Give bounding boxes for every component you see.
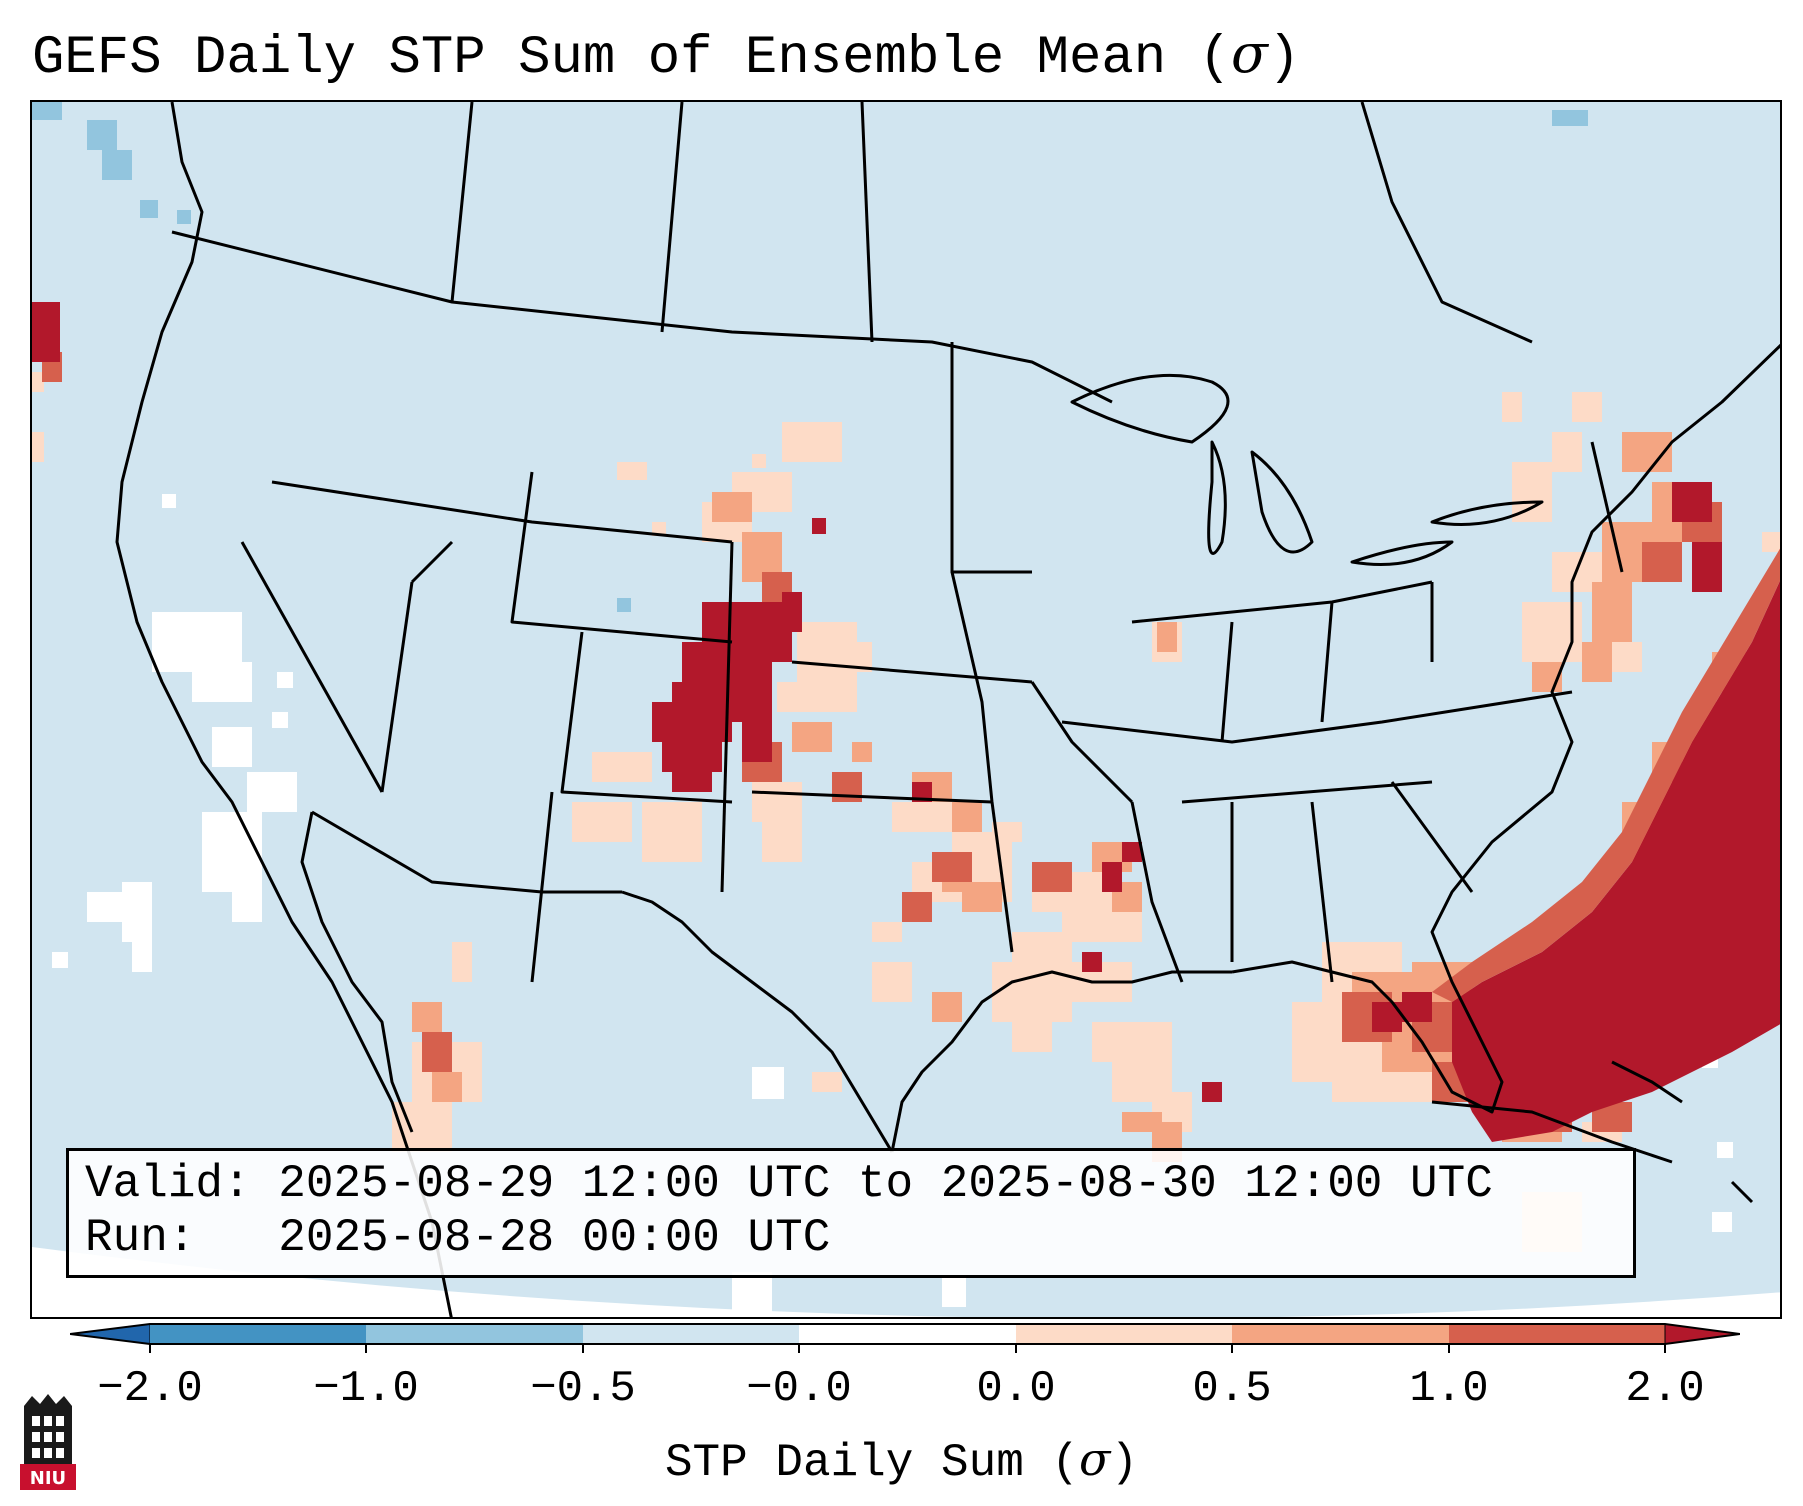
colorbar-tick-label: 1.0	[1409, 1364, 1489, 1414]
logo-text: NIU	[30, 1468, 66, 1489]
colorbar-bin-6	[1232, 1324, 1449, 1344]
run-time-text: Run: 2025-08-28 00:00 UTC	[85, 1212, 831, 1264]
colorbar-ticks	[149, 1344, 1666, 1353]
title-sigma: σ	[1231, 22, 1268, 85]
logo-tower-icon	[24, 1394, 72, 1464]
colorbar-bin-1	[150, 1324, 366, 1344]
colorbar-tick-label: −1.0	[313, 1364, 419, 1414]
colorbar-tick-label: −0.0	[746, 1364, 852, 1414]
colorbar-bin-3	[583, 1324, 799, 1344]
map-title: GEFS Daily STP Sum of Ensemble Mean (σ)	[32, 22, 1301, 89]
colorbar-bin-7	[1449, 1324, 1665, 1344]
valid-run-info-box: Valid: 2025-08-29 12:00 UTC to 2025-08-3…	[66, 1148, 1636, 1278]
colorbar-extend-high	[1664, 1323, 1740, 1345]
colorbar-tick-label: 0.5	[1192, 1364, 1272, 1414]
negative-anomaly-cells	[32, 102, 1588, 612]
near-zero-cells	[52, 494, 1733, 1312]
logo-banner	[20, 1464, 76, 1490]
map-panel	[30, 100, 1782, 1319]
colorbar-tick-label: 0.0	[976, 1364, 1056, 1414]
colorbar-bin-2	[366, 1324, 583, 1344]
colorbar-label: STP Daily Sum (σ)	[664, 1432, 1139, 1489]
atlantic-anomaly-core	[1452, 580, 1780, 1142]
colorbar-extend-low	[70, 1323, 151, 1345]
colorbar	[70, 1323, 1740, 1353]
niu-logo: NIU	[20, 1394, 76, 1490]
valid-time-text: Valid: 2025-08-29 12:00 UTC to 2025-08-3…	[85, 1158, 1493, 1210]
map-canvas	[32, 102, 1780, 1317]
very-strong-positive-cells	[32, 302, 1722, 1102]
colorbar-bin-4	[799, 1324, 1016, 1344]
colorbar-tick-label: −0.5	[530, 1364, 636, 1414]
colorbar-label-sigma: σ	[1079, 1432, 1111, 1486]
colorbar-tick-label: 2.0	[1625, 1364, 1705, 1414]
colorbar-tick-label: −2.0	[97, 1364, 203, 1414]
map-boundaries	[115, 102, 1780, 1317]
colorbar-bin-5	[1016, 1324, 1232, 1344]
